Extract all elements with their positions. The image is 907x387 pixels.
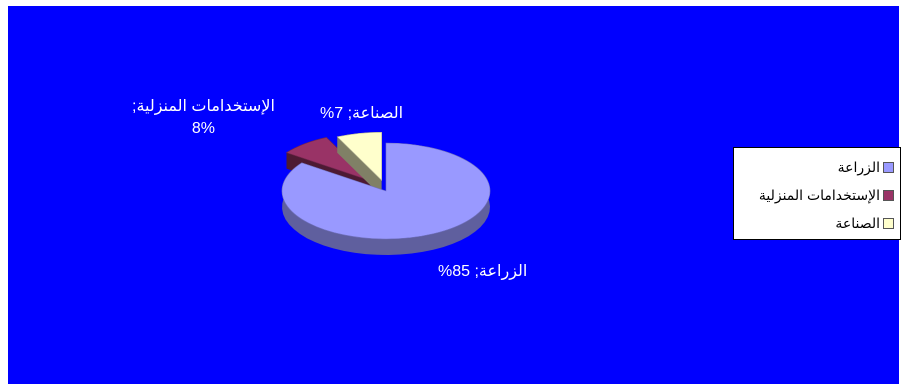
pie-top-industry — [336, 131, 382, 181]
pie-face-industry-0 — [337, 136, 382, 197]
legend: الزراعة الإستخدامات المنزلية الصناعة — [733, 147, 901, 240]
legend-swatch-agriculture — [883, 161, 894, 173]
legend-label-domestic: الإستخدامات المنزلية — [758, 186, 880, 203]
data-label-domestic-line1: الإستخدامات المنزلية; — [132, 98, 275, 115]
legend-item-agriculture: الزراعة — [734, 153, 894, 181]
pie-chart — [281, 131, 491, 255]
pie-slice-industry — [336, 131, 382, 197]
data-label-industry: الصناعة; 7% — [320, 105, 404, 122]
pie-top-domestic — [285, 137, 371, 182]
legend-item-industry: الصناعة — [734, 209, 894, 237]
legend-item-domestic: الإستخدامات المنزلية — [734, 181, 894, 209]
legend-swatch-industry — [883, 217, 894, 229]
pie-top-agriculture — [281, 142, 491, 240]
data-label-agriculture: الزراعة; 85% — [438, 263, 528, 280]
data-label-domestic-line2: 8% — [191, 120, 215, 137]
legend-swatch-domestic — [883, 189, 894, 201]
data-label-domestic: الإستخدامات المنزلية; 8% — [132, 96, 275, 140]
legend-label-industry: الصناعة — [835, 214, 880, 231]
pie-slice-agriculture — [281, 142, 491, 255]
legend-label-agriculture: الزراعة — [837, 158, 880, 175]
